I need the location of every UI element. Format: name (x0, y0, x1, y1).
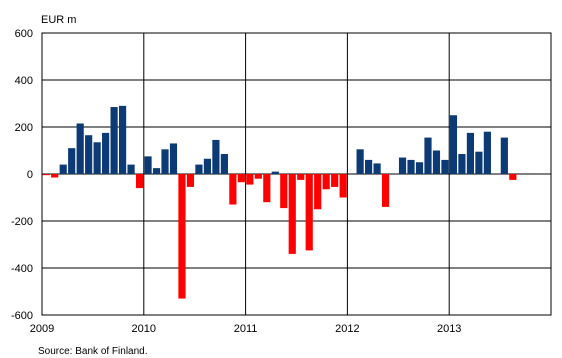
bar (102, 132, 110, 175)
bar (59, 164, 67, 174)
bar (85, 135, 93, 174)
bar (152, 168, 161, 175)
bar (161, 149, 169, 174)
bar (271, 171, 279, 174)
bar (356, 149, 364, 174)
x-tick-label: 2013 (437, 323, 461, 335)
bars (42, 105, 517, 299)
bar (509, 174, 517, 180)
bar (331, 174, 339, 187)
x-tick-label: 2011 (234, 323, 258, 335)
bar (42, 174, 50, 176)
y-tick-label: 200 (15, 122, 33, 134)
plot-frame (41, 32, 552, 316)
bar (254, 174, 262, 179)
bar (280, 174, 288, 209)
bar (195, 164, 203, 174)
bar (466, 132, 474, 175)
bar (500, 137, 508, 174)
bar (178, 174, 186, 299)
bar (186, 174, 195, 187)
bar (246, 174, 254, 185)
x-tick-label: 2010 (132, 323, 156, 335)
bar (93, 142, 101, 174)
bar (203, 158, 212, 174)
bar (127, 164, 135, 174)
bar (322, 174, 330, 190)
x-tick-labels: 2009 2010 2011 2012 2013 (30, 323, 462, 335)
bar (288, 174, 296, 254)
bar (373, 163, 381, 174)
source-note: Source: Bank of Finland. (38, 346, 148, 357)
y-tick-labels: 600 400 200 0 -200 -400 -600 (11, 28, 33, 322)
bar (475, 151, 483, 174)
bar (297, 174, 305, 180)
bar (263, 174, 271, 203)
bar (381, 174, 390, 207)
bar (68, 148, 76, 174)
bar (237, 174, 245, 183)
y-tick-label: -600 (11, 310, 33, 322)
y-tick-label: 0 (27, 169, 33, 181)
bar (229, 174, 237, 205)
bar (51, 174, 59, 178)
bar (339, 174, 347, 198)
bar (314, 174, 322, 210)
y-tick-label: -200 (11, 216, 33, 228)
bar (365, 159, 373, 174)
grid (42, 32, 551, 316)
bar (110, 107, 118, 174)
bar (415, 162, 424, 174)
bar (458, 154, 466, 174)
y-tick-label: 400 (15, 75, 33, 87)
y-tick-label: -400 (11, 263, 33, 275)
bar (305, 174, 313, 251)
unit-label: EUR m (41, 14, 76, 26)
bar (441, 159, 449, 174)
bar (432, 150, 441, 174)
bar (483, 131, 491, 174)
bar (119, 105, 127, 174)
bar (169, 143, 178, 174)
bar (449, 115, 458, 174)
bar (76, 123, 84, 174)
bar (212, 139, 220, 174)
y-tick-label: 600 (15, 28, 33, 40)
bar (135, 174, 144, 189)
bar (220, 154, 228, 174)
bar (398, 157, 407, 174)
bar (144, 156, 152, 175)
bar (407, 159, 415, 174)
x-tick-label: 2012 (335, 323, 359, 335)
bar (424, 137, 432, 174)
x-tick-label: 2009 (30, 323, 54, 335)
